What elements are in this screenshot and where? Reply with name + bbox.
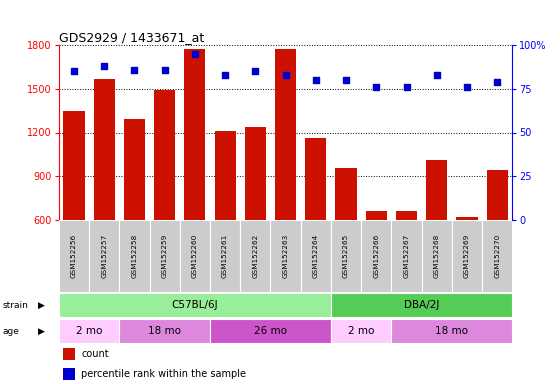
Text: ▶: ▶	[38, 301, 45, 310]
Bar	[214, 131, 236, 220]
Text: GSM152265: GSM152265	[343, 234, 349, 278]
Point	[281, 72, 290, 78]
Text: GSM152264: GSM152264	[313, 234, 319, 278]
Point	[69, 68, 78, 74]
Point	[160, 66, 169, 73]
Point	[190, 51, 199, 57]
Text: C57BL/6J: C57BL/6J	[171, 300, 218, 310]
Bar	[180, 220, 210, 292]
Point	[100, 63, 109, 69]
Text: 26 mo: 26 mo	[254, 326, 287, 336]
Bar	[331, 220, 361, 292]
Text: GSM152269: GSM152269	[464, 234, 470, 278]
Bar	[63, 368, 74, 380]
Text: GSM152267: GSM152267	[404, 234, 409, 278]
Bar	[240, 220, 270, 292]
Bar	[366, 211, 387, 220]
Text: GSM152257: GSM152257	[101, 234, 107, 278]
Point	[493, 79, 502, 85]
Point	[372, 84, 381, 90]
Bar	[391, 319, 512, 343]
Bar	[361, 220, 391, 292]
Bar	[63, 111, 85, 220]
Bar	[150, 220, 180, 292]
Text: GDS2929 / 1433671_at: GDS2929 / 1433671_at	[59, 31, 204, 44]
Bar	[59, 293, 331, 317]
Bar	[335, 167, 357, 220]
Bar	[482, 220, 512, 292]
Point	[402, 84, 411, 90]
Bar	[63, 348, 74, 360]
Bar	[487, 170, 508, 220]
Bar	[210, 319, 331, 343]
Text: ▶: ▶	[38, 326, 45, 336]
Text: GSM152263: GSM152263	[283, 234, 288, 278]
Text: GSM152262: GSM152262	[253, 234, 258, 278]
Text: 2 mo: 2 mo	[348, 326, 375, 336]
Point	[311, 77, 320, 83]
Text: count: count	[82, 349, 109, 359]
Bar	[124, 119, 145, 220]
Text: GSM152260: GSM152260	[192, 234, 198, 278]
Text: GSM152256: GSM152256	[71, 234, 77, 278]
Text: 18 mo: 18 mo	[436, 326, 468, 336]
Bar	[154, 90, 175, 220]
Bar	[456, 217, 478, 220]
Bar	[331, 293, 512, 317]
Text: GSM152268: GSM152268	[434, 234, 440, 278]
Text: strain: strain	[3, 301, 29, 310]
Bar	[426, 160, 447, 220]
Bar	[119, 319, 210, 343]
Bar	[59, 319, 119, 343]
Bar	[245, 127, 266, 220]
Bar	[119, 220, 150, 292]
Text: GSM152259: GSM152259	[162, 234, 167, 278]
Text: GSM152266: GSM152266	[374, 234, 379, 278]
Bar	[275, 50, 296, 220]
Text: percentile rank within the sample: percentile rank within the sample	[82, 369, 246, 379]
Point	[432, 72, 441, 78]
Text: DBA/2J: DBA/2J	[404, 300, 440, 310]
Bar	[89, 220, 119, 292]
Bar	[270, 220, 301, 292]
Point	[463, 84, 472, 90]
Bar	[452, 220, 482, 292]
Bar	[210, 220, 240, 292]
Text: GSM152270: GSM152270	[494, 234, 500, 278]
Bar	[94, 79, 115, 220]
Bar	[301, 220, 331, 292]
Point	[130, 66, 139, 73]
Text: age: age	[3, 326, 20, 336]
Text: 2 mo: 2 mo	[76, 326, 102, 336]
Point	[342, 77, 351, 83]
Bar	[184, 50, 206, 220]
Text: GSM152261: GSM152261	[222, 234, 228, 278]
Bar	[396, 211, 417, 220]
Text: GSM152258: GSM152258	[132, 234, 137, 278]
Bar	[59, 220, 89, 292]
Text: 18 mo: 18 mo	[148, 326, 181, 336]
Bar	[391, 220, 422, 292]
Point	[221, 72, 230, 78]
Bar	[305, 138, 326, 220]
Bar	[331, 319, 391, 343]
Point	[251, 68, 260, 74]
Bar	[422, 220, 452, 292]
